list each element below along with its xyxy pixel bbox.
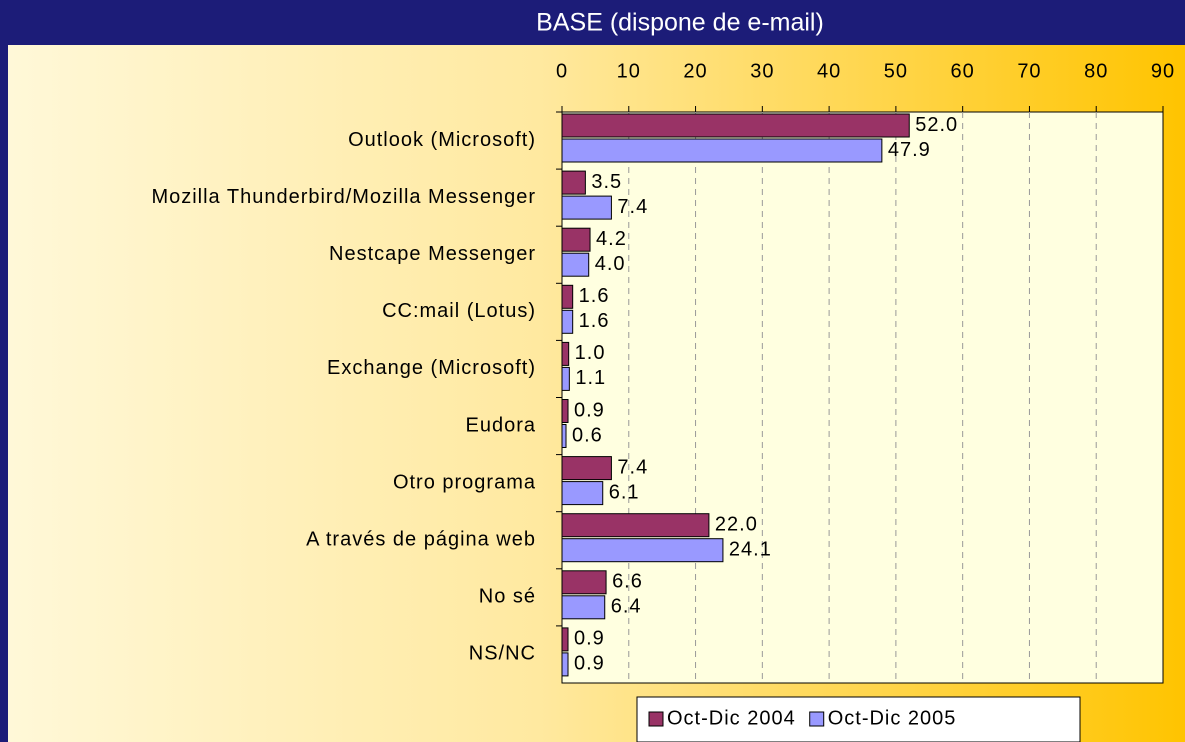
bar [561, 309, 574, 334]
bar [561, 570, 607, 595]
bar [561, 595, 606, 620]
x-tick-label: 0 [556, 60, 568, 82]
bar [561, 424, 567, 448]
y-tick-label: Mozilla Thunderbird/Mozilla Messenger [151, 186, 536, 208]
legend-swatch [648, 711, 664, 727]
data-label: 1.1 [575, 367, 606, 389]
x-tick-label: 30 [750, 60, 774, 82]
y-tick-label: Outlook (Microsoft) [348, 129, 536, 151]
data-label: 6.6 [612, 571, 643, 593]
data-label: 22.0 [715, 513, 758, 535]
data-label: 52.0 [915, 114, 958, 136]
bar [561, 227, 591, 252]
bar [561, 481, 604, 506]
bar [561, 652, 569, 677]
data-label: 7.4 [617, 196, 648, 218]
x-tick-label: 60 [951, 60, 975, 82]
bar [561, 170, 586, 195]
y-tick-label: NS/NC [469, 643, 536, 665]
data-label: 4.2 [596, 228, 627, 250]
data-label: 7.4 [617, 456, 648, 478]
data-label: 0.9 [574, 628, 605, 650]
bar [561, 538, 724, 563]
y-tick-label: Otro programa [393, 471, 536, 493]
data-label: 3.5 [591, 171, 622, 193]
y-tick-label: No sé [479, 586, 536, 608]
x-tick-label: 20 [683, 60, 707, 82]
x-tick-label: 80 [1084, 60, 1108, 82]
data-label: 0.9 [574, 399, 605, 421]
plot-area [561, 111, 1164, 684]
bar [561, 341, 570, 366]
y-tick-label: Exchange (Microsoft) [327, 357, 536, 379]
data-label: 6.1 [609, 481, 640, 503]
bar [561, 513, 710, 538]
data-label: 4.0 [595, 253, 626, 275]
x-tick-label: 10 [617, 60, 641, 82]
legend-label: Oct-Dic 2004 [667, 707, 796, 729]
data-label: 6.4 [611, 596, 642, 618]
data-label: 47.9 [888, 139, 931, 161]
data-label: 0.9 [574, 653, 605, 675]
bar [561, 113, 910, 138]
x-tick-label: 40 [817, 60, 841, 82]
data-label: 1.6 [579, 285, 610, 307]
legend-box [636, 696, 1081, 742]
bar [561, 252, 590, 277]
y-tick-label: Eudora [466, 414, 537, 436]
chart-title: BASE (dispone de e-mail) [536, 9, 824, 37]
y-tick-label: CC:mail (Lotus) [382, 300, 536, 322]
y-tick-label: A través de página web [306, 529, 536, 551]
y-tick-label: Nestcape Messenger [329, 243, 536, 265]
bar [561, 138, 883, 163]
legend-swatch [809, 711, 825, 727]
bar [561, 284, 574, 309]
bar [561, 456, 612, 481]
bar [561, 399, 569, 423]
data-label: 1.6 [579, 310, 610, 332]
legend-label: Oct-Dic 2005 [828, 707, 957, 729]
x-tick-label: 70 [1017, 60, 1041, 82]
bar [561, 627, 569, 652]
bar [561, 195, 612, 220]
bar [561, 366, 570, 391]
data-label: 24.1 [729, 538, 772, 560]
x-tick-label: 90 [1151, 60, 1175, 82]
legend: Oct-Dic 2004 Oct-Dic 2005 [636, 696, 1081, 742]
data-label: 1.0 [575, 342, 606, 364]
x-tick-label: 50 [884, 60, 908, 82]
data-label: 0.6 [572, 424, 603, 446]
